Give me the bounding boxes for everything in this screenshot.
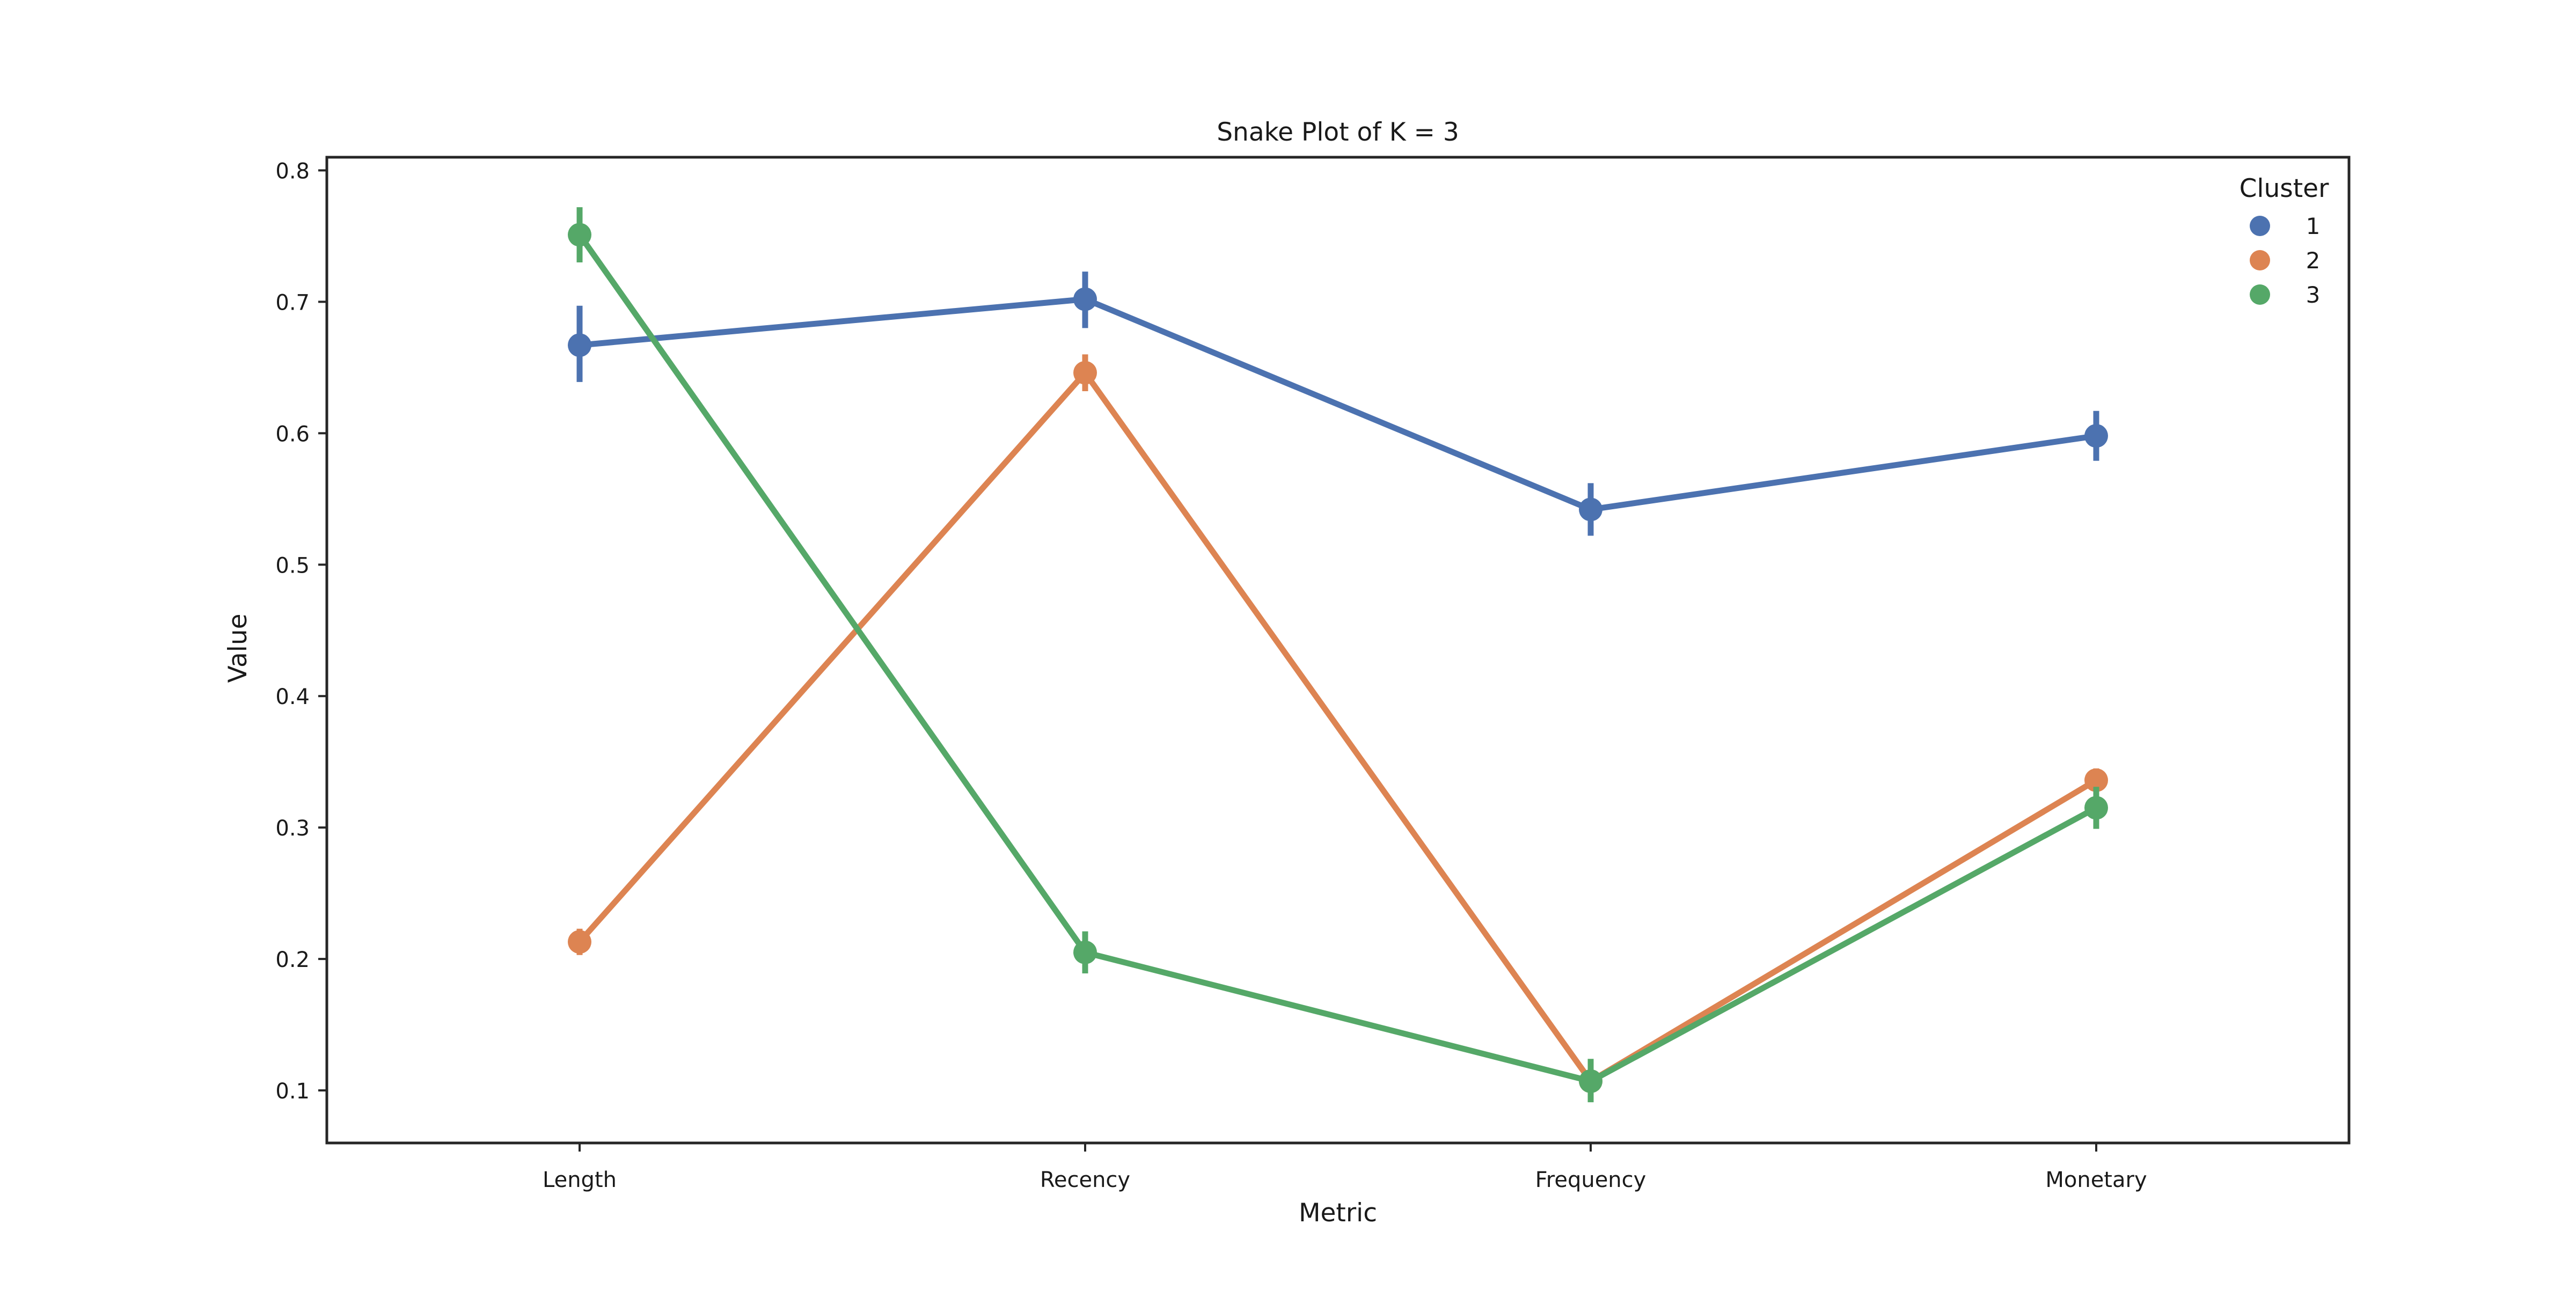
- legend-label: 1: [2306, 213, 2321, 239]
- y-axis-label: Value: [223, 613, 253, 683]
- legend: Cluster 1 2 3: [2240, 174, 2329, 308]
- data-point: [1579, 497, 1602, 522]
- x-axis-label: Metric: [1299, 1198, 1377, 1228]
- series-layer: [568, 207, 2108, 1103]
- y-tick-label: 0.4: [275, 685, 310, 709]
- plot-frame: [325, 156, 2351, 1145]
- y-tick-label: 0.7: [275, 290, 310, 315]
- y-tick-label: 0.8: [275, 159, 310, 184]
- legend-marker: [2250, 284, 2270, 305]
- y-tick-label: 0.6: [275, 422, 310, 446]
- y-tick-label: 0.3: [275, 816, 310, 841]
- x-tick-label: Recency: [1040, 1168, 1130, 1192]
- data-point: [568, 930, 591, 954]
- x-tick-label: Monetary: [2045, 1168, 2147, 1192]
- data-point: [568, 333, 591, 357]
- legend-marker: [2250, 250, 2270, 270]
- x-axis-ticks: Length Recency Frequency Monetary: [543, 1143, 2147, 1192]
- data-point: [2084, 424, 2108, 448]
- x-tick-label: Length: [543, 1168, 617, 1192]
- x-tick-label: Frequency: [1535, 1168, 1646, 1192]
- series-3: [568, 207, 2108, 1103]
- chart-title: Snake Plot of K = 3: [1217, 118, 1459, 147]
- data-point: [1073, 940, 1097, 964]
- legend-label: 2: [2306, 247, 2321, 274]
- series-line: [577, 233, 2098, 1084]
- data-point: [2084, 796, 2108, 820]
- legend-marker: [2250, 216, 2270, 236]
- data-point: [1073, 361, 1097, 385]
- data-point: [1579, 1069, 1602, 1093]
- y-tick-label: 0.5: [275, 553, 310, 578]
- data-point: [1073, 287, 1097, 311]
- series-line: [579, 296, 2097, 512]
- data-point: [2084, 768, 2108, 792]
- series-1: [568, 272, 2108, 536]
- y-axis-ticks: 0.1 0.2 0.3 0.4 0.5 0.6 0.7 0.8: [275, 159, 327, 1104]
- legend-label: 3: [2306, 282, 2321, 308]
- y-tick-label: 0.1: [275, 1079, 310, 1104]
- y-tick-label: 0.2: [275, 948, 310, 972]
- series-line: [577, 370, 2098, 1084]
- data-point: [568, 223, 591, 247]
- legend-title: Cluster: [2240, 174, 2329, 203]
